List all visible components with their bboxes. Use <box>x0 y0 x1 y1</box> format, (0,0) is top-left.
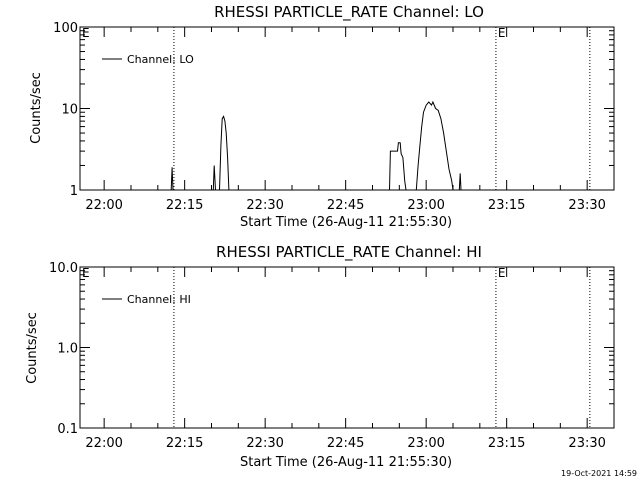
panel-lo: RHESSI PARTICLE_RATE Channel: LO Counts/… <box>29 3 615 230</box>
x-tick-label: 22:15 <box>166 436 203 451</box>
data-series <box>170 100 462 191</box>
y-tick-label: 1.0 <box>57 342 78 357</box>
x-tick-label: 22:45 <box>327 436 364 451</box>
time-markers: E <box>173 26 591 190</box>
legend-entry: Channel: HI <box>127 293 191 306</box>
plot-frame <box>79 26 615 191</box>
panel-hi: RHESSI PARTICLE_RATE Channel: HI Counts/… <box>25 243 615 470</box>
x-axis-label: Start Time (26-Aug-11 21:55:30) <box>240 215 452 230</box>
x-tick-label: 22:30 <box>246 198 283 213</box>
legend-entry: Channel: LO <box>127 53 194 66</box>
x-tick-label: 23:00 <box>407 198 444 213</box>
x-tick-label: 22:45 <box>327 198 364 213</box>
x-tick-label: 22:00 <box>85 436 122 451</box>
x-axis-label: Start Time (26-Aug-11 21:55:30) <box>240 455 452 470</box>
time-marker-label: E <box>498 26 506 40</box>
x-tick-label: 22:30 <box>246 436 283 451</box>
time-marker-label: E <box>498 266 506 280</box>
y-tick-label: 10 <box>61 103 78 118</box>
chart-title: RHESSI PARTICLE_RATE Channel: HI <box>216 243 482 262</box>
corner-marker-label: E <box>82 26 90 40</box>
axis-ticks: 22:00 22:15 22:30 22:45 23:00 23:15 23:30 1 10 10… <box>53 21 615 213</box>
x-tick-label: 22:15 <box>166 198 203 213</box>
y-tick-label: 10.0 <box>49 261 78 276</box>
corner-marker-label: E <box>82 266 90 280</box>
x-tick-label: 23:15 <box>488 198 525 213</box>
y-tick-label: 100 <box>53 21 78 36</box>
y-axis-label: Counts/sec <box>25 312 40 384</box>
y-axis-label: Counts/sec <box>29 72 44 144</box>
x-tick-label: 23:30 <box>568 436 605 451</box>
chart-title: RHESSI PARTICLE_RATE Channel: LO <box>214 3 484 22</box>
y-tick-label: 1 <box>70 184 78 199</box>
plot-frame <box>79 266 615 429</box>
x-tick-label: 23:15 <box>488 436 525 451</box>
time-markers: E <box>173 266 591 428</box>
x-tick-label: 23:00 <box>407 436 444 451</box>
y-tick-label: 0.1 <box>57 422 78 437</box>
axis-ticks: 22:00 22:15 22:30 22:45 23:00 23:15 23:30 0.1 1.… <box>49 261 615 451</box>
x-tick-label: 22:00 <box>85 198 122 213</box>
series-line <box>170 100 462 191</box>
x-tick-label: 23:30 <box>568 198 605 213</box>
footer-timestamp: 19-Oct-2021 14:59 <box>561 469 637 478</box>
